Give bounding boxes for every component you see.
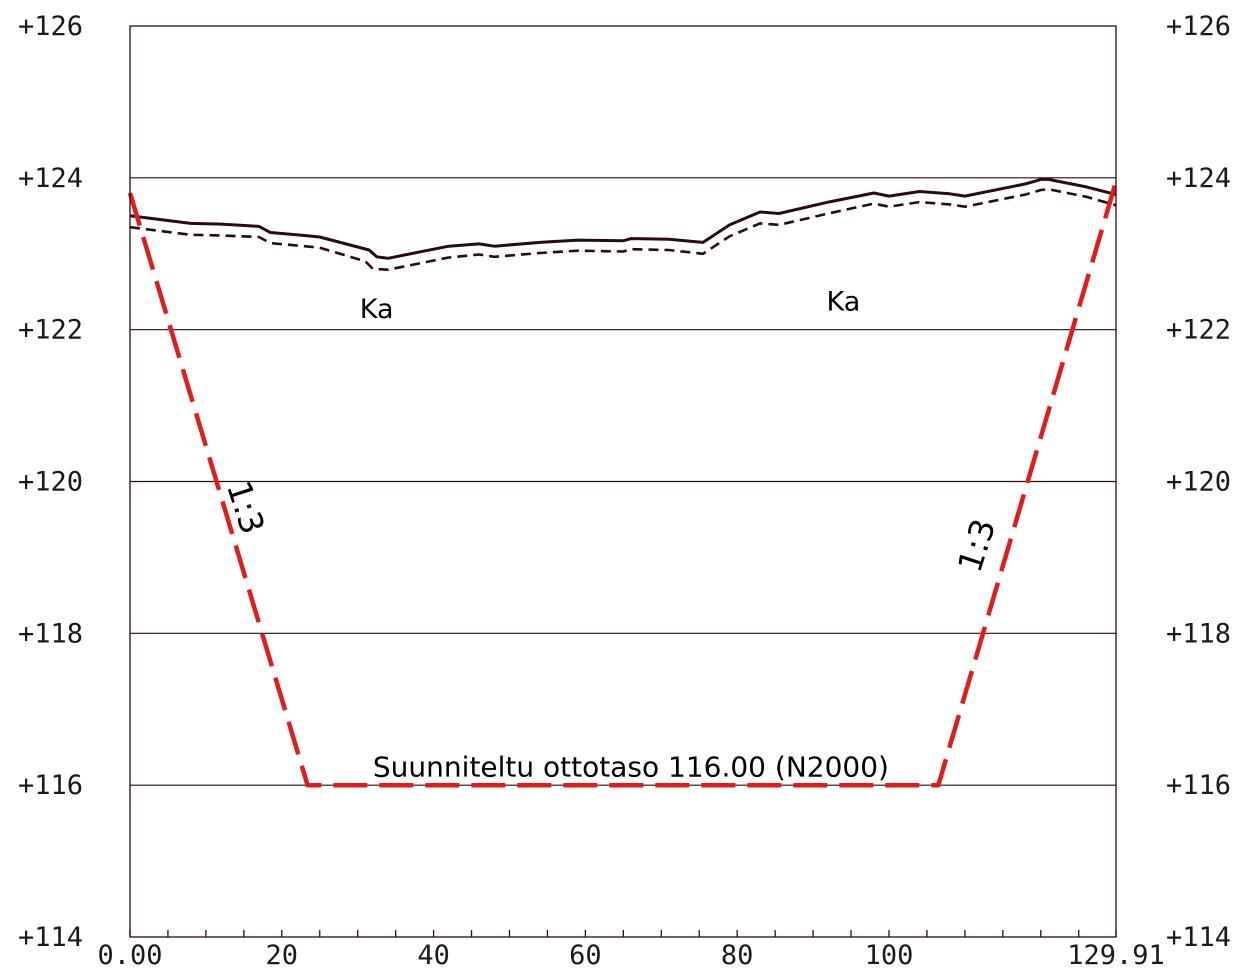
grid-lines (130, 177, 1116, 786)
y-tick-label-right: +118 (1166, 618, 1231, 649)
design-excavation-line (127, 180, 1119, 788)
ground-dashed-line (129, 187, 1117, 272)
y-tick-label-left: +126 (18, 11, 83, 42)
x-tick-label: 60 (569, 940, 602, 969)
x-tick-labels: 0.00 20 40 60 80 100 129.91 (97, 940, 1164, 969)
x-minor-ticks (129, 930, 1117, 937)
y-tick-label-right: +124 (1166, 163, 1231, 194)
x-tick-label: 40 (417, 940, 450, 969)
slope-label: 1:3 (219, 476, 273, 539)
y-tick-labels-right: +126 +124 +122 +120 +118 +116 +114 (1166, 11, 1231, 953)
y-tick-label-left: +124 (18, 163, 83, 194)
series-lines (127, 177, 1119, 788)
y-tick-label-right: +120 (1166, 467, 1231, 498)
x-tick-label: 129.91 (1067, 940, 1165, 969)
y-tick-label-right: +114 (1166, 922, 1231, 953)
x-tick-label: 80 (721, 940, 754, 969)
y-tick-label-left: +122 (18, 315, 83, 346)
x-tick-label: 0.00 (97, 940, 162, 969)
design-level-label: Suunniteltu ottotaso 116.00 (N2000) (373, 750, 889, 783)
y-tick-label-left: +120 (18, 467, 83, 498)
y-tick-labels-left: +126 +124 +122 +120 +118 +116 +114 (18, 11, 83, 953)
y-tick-label-left: +114 (18, 922, 83, 953)
y-tick-label-right: +126 (1166, 11, 1231, 42)
x-tick-label: 100 (865, 940, 914, 969)
ground-surface-line (129, 177, 1117, 260)
y-tick-label-left: +118 (18, 618, 83, 649)
soil-type-label: Ka (827, 287, 861, 318)
slope-label: 1:3 (950, 514, 1004, 577)
x-tick-label: 20 (266, 940, 299, 969)
y-tick-label-right: +116 (1166, 770, 1231, 801)
y-tick-label-left: +116 (18, 770, 83, 801)
soil-type-label: Ka (360, 294, 394, 325)
y-tick-label-right: +122 (1166, 315, 1231, 346)
annotations: Ka Ka 1:3 1:3 Suunniteltu ottotaso 116.00 (N… (219, 287, 1003, 784)
